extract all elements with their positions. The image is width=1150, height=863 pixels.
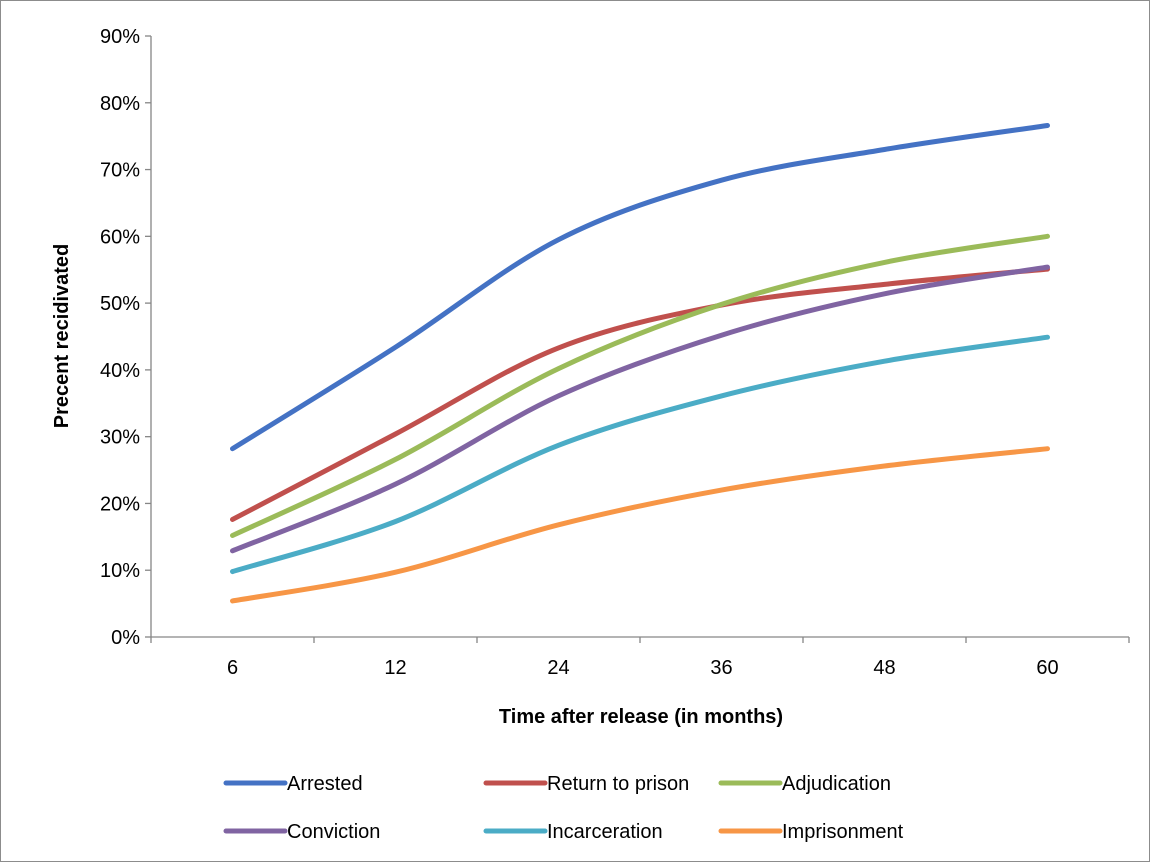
- y-tick-label: 30%: [100, 427, 140, 449]
- legend-item-imprisonment: Imprisonment: [718, 821, 904, 843]
- x-tick-label: 48: [873, 657, 895, 679]
- y-axis: 0% 10% 20% 30% 40% 50% 60% 70% 80% 90%: [100, 26, 152, 649]
- y-tick-label: 80%: [100, 93, 140, 115]
- series-line-imprisonment: [230, 446, 1050, 604]
- x-axis: 6 12 24 36 48 60: [150, 636, 1130, 679]
- y-tick-label: 50%: [100, 293, 140, 315]
- legend-label: Incarceration: [547, 821, 663, 843]
- legend-item-return-to-prison: Return to prison: [483, 773, 689, 795]
- legend-item-conviction: Conviction: [223, 821, 380, 843]
- legend: Arrested Return to prison Adjudication Conv…: [223, 773, 904, 843]
- x-tick-label: 6: [227, 657, 238, 679]
- legend-label: Conviction: [287, 821, 380, 843]
- series-line-incarceration: [230, 334, 1050, 575]
- plot-area: [230, 123, 1050, 604]
- y-tick-label: 60%: [100, 226, 140, 248]
- x-tick-label: 60: [1036, 657, 1058, 679]
- x-tick-label: 36: [710, 657, 732, 679]
- x-axis-title: Time after release (in months): [499, 706, 783, 728]
- series-line-adjudication: [230, 233, 1050, 538]
- y-tick-label: 0%: [111, 627, 140, 649]
- y-tick-label: 20%: [100, 493, 140, 515]
- legend-label: Return to prison: [547, 773, 689, 795]
- legend-label: Arrested: [287, 773, 363, 795]
- series-line-arrested: [230, 123, 1050, 452]
- y-tick-label: 10%: [100, 560, 140, 582]
- legend-item-adjudication: Adjudication: [718, 773, 891, 795]
- legend-label: Adjudication: [782, 773, 891, 795]
- y-tick-label: 90%: [100, 26, 140, 48]
- legend-item-incarceration: Incarceration: [483, 821, 663, 843]
- x-tick-label: 12: [384, 657, 406, 679]
- x-tick-label: 24: [547, 657, 569, 679]
- legend-label: Imprisonment: [782, 821, 904, 843]
- y-axis-title: Precent recidivated: [51, 244, 73, 429]
- series-line-return-to-prison: [230, 266, 1050, 522]
- series-line-conviction: [230, 264, 1050, 554]
- y-tick-label: 70%: [100, 160, 140, 182]
- legend-item-arrested: Arrested: [223, 773, 363, 795]
- y-tick-label: 40%: [100, 360, 140, 382]
